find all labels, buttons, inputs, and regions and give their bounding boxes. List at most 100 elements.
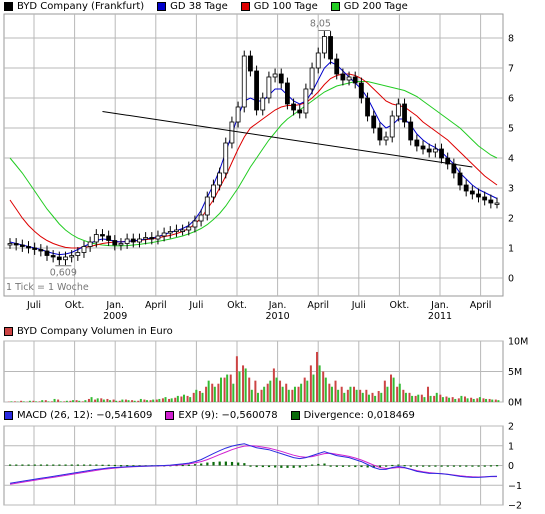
divergence-bar	[187, 464, 190, 466]
price-candle	[180, 229, 186, 232]
divergence-bar	[372, 465, 375, 468]
price-candle	[124, 238, 130, 244]
price-y-tick-7: 7	[508, 64, 514, 75]
volume-bar-up	[374, 395, 377, 402]
volume-bar-up	[10, 401, 13, 402]
volume-bar-up	[466, 398, 469, 402]
volume-bar-up	[152, 399, 155, 402]
price-candle	[26, 246, 31, 249]
divergence-bar	[329, 465, 332, 467]
divergence-bar	[119, 465, 123, 467]
legend-swatch-macd	[4, 411, 13, 420]
legend-swatch-gd38	[157, 2, 167, 11]
volume-bar-up	[59, 401, 62, 402]
divergence-bar	[249, 465, 252, 467]
volume-bar-up	[423, 397, 426, 402]
volume-bar-down	[155, 399, 158, 402]
divergence-bar	[323, 463, 326, 466]
price-x-tick-9: Okt.	[390, 300, 410, 311]
volume-bar-up	[485, 398, 488, 402]
macd-y-tick-1: −1	[508, 481, 522, 492]
volume-bar-down	[266, 383, 269, 402]
price-candle	[198, 214, 204, 222]
volume-bar-down	[365, 389, 368, 402]
volume-bar-up	[232, 383, 235, 402]
price-candle	[383, 136, 389, 141]
divergence-bar	[193, 464, 197, 466]
volume-bar-up	[189, 397, 192, 402]
volume-bar-up	[47, 401, 50, 402]
divergence-bar	[200, 463, 203, 466]
legend-swatch-price	[4, 2, 13, 11]
macd-y-tick-3: 1	[508, 441, 514, 452]
volume-bar-down	[192, 392, 195, 402]
divergence-bar	[428, 465, 431, 467]
divergence-bar	[107, 464, 110, 466]
divergence-bar	[21, 464, 24, 466]
volume-bar-down	[451, 397, 454, 402]
volume-bar-up	[380, 392, 383, 402]
volume-bar-down	[470, 397, 473, 402]
price-x-tick-3: April	[145, 300, 167, 311]
divergence-bar	[446, 465, 449, 467]
price-candle	[315, 52, 321, 69]
price-high-label: 8,05	[310, 19, 331, 30]
volume-bar-up	[28, 400, 31, 402]
divergence-bar	[335, 465, 338, 467]
divergence-bar	[397, 464, 400, 466]
volume-bar-up	[318, 365, 321, 402]
volume-bar-up	[263, 386, 266, 402]
volume-bar-up	[306, 380, 309, 402]
volume-bar-down	[75, 400, 78, 402]
price-candle	[155, 235, 161, 240]
price-x-tick-0: Juli	[26, 300, 41, 311]
price-candle	[432, 148, 438, 153]
price-candle	[260, 97, 266, 111]
volume-bar-down	[334, 380, 337, 402]
price-y-tick-0: 0	[508, 274, 514, 285]
volume-bar-up	[164, 397, 167, 402]
legend-label-exp: EXP (9): −0,560078	[178, 410, 278, 421]
volume-y-tick-10M: 10M	[508, 337, 528, 348]
price-x-year-2010: 2010	[266, 311, 290, 322]
volume-bar-up	[349, 386, 352, 402]
price-y-tick-2: 2	[508, 214, 514, 225]
volume-bar-up	[404, 392, 407, 402]
volume-bar-up	[102, 399, 105, 402]
divergence-bar	[82, 464, 86, 466]
divergence-bar	[286, 465, 289, 468]
price-candle	[118, 243, 124, 246]
volume-y-tick-5M: 5M	[508, 367, 522, 378]
volume-bar-up	[275, 377, 278, 402]
divergence-bar	[126, 465, 129, 467]
price-candle	[285, 82, 290, 105]
divergence-bar	[33, 464, 36, 466]
volume-bar-down	[57, 399, 60, 402]
price-candle	[389, 115, 395, 138]
volume-bar-up	[441, 397, 444, 402]
divergence-bar	[483, 465, 486, 467]
volume-bar-down	[371, 392, 374, 402]
volume-bar-down	[124, 399, 127, 402]
volume-bar-up	[96, 398, 99, 402]
volume-bar-up	[133, 400, 136, 402]
volume-bar-up	[139, 398, 142, 402]
volume-bar-up	[65, 400, 68, 402]
divergence-bar	[70, 464, 73, 466]
volume-bar-down	[100, 398, 103, 402]
price-candle	[44, 250, 50, 256]
volume-bar-up	[324, 377, 327, 402]
divergence-bar	[27, 464, 30, 466]
price-x-tick-6: Jan.	[268, 300, 287, 311]
legend-swatch-gd100	[240, 2, 250, 11]
volume-bar-down	[180, 396, 183, 402]
divergence-bar	[415, 465, 419, 467]
volume-bar-up	[170, 398, 173, 402]
volume-bar-up	[250, 389, 253, 402]
legend-label-gd100: GD 100 Tage	[253, 1, 318, 12]
price-candle	[414, 139, 420, 147]
volume-bar-down	[285, 383, 288, 402]
divergence-bar	[317, 463, 320, 466]
divergence-bar	[76, 464, 80, 466]
volume-bar-up	[300, 383, 303, 402]
